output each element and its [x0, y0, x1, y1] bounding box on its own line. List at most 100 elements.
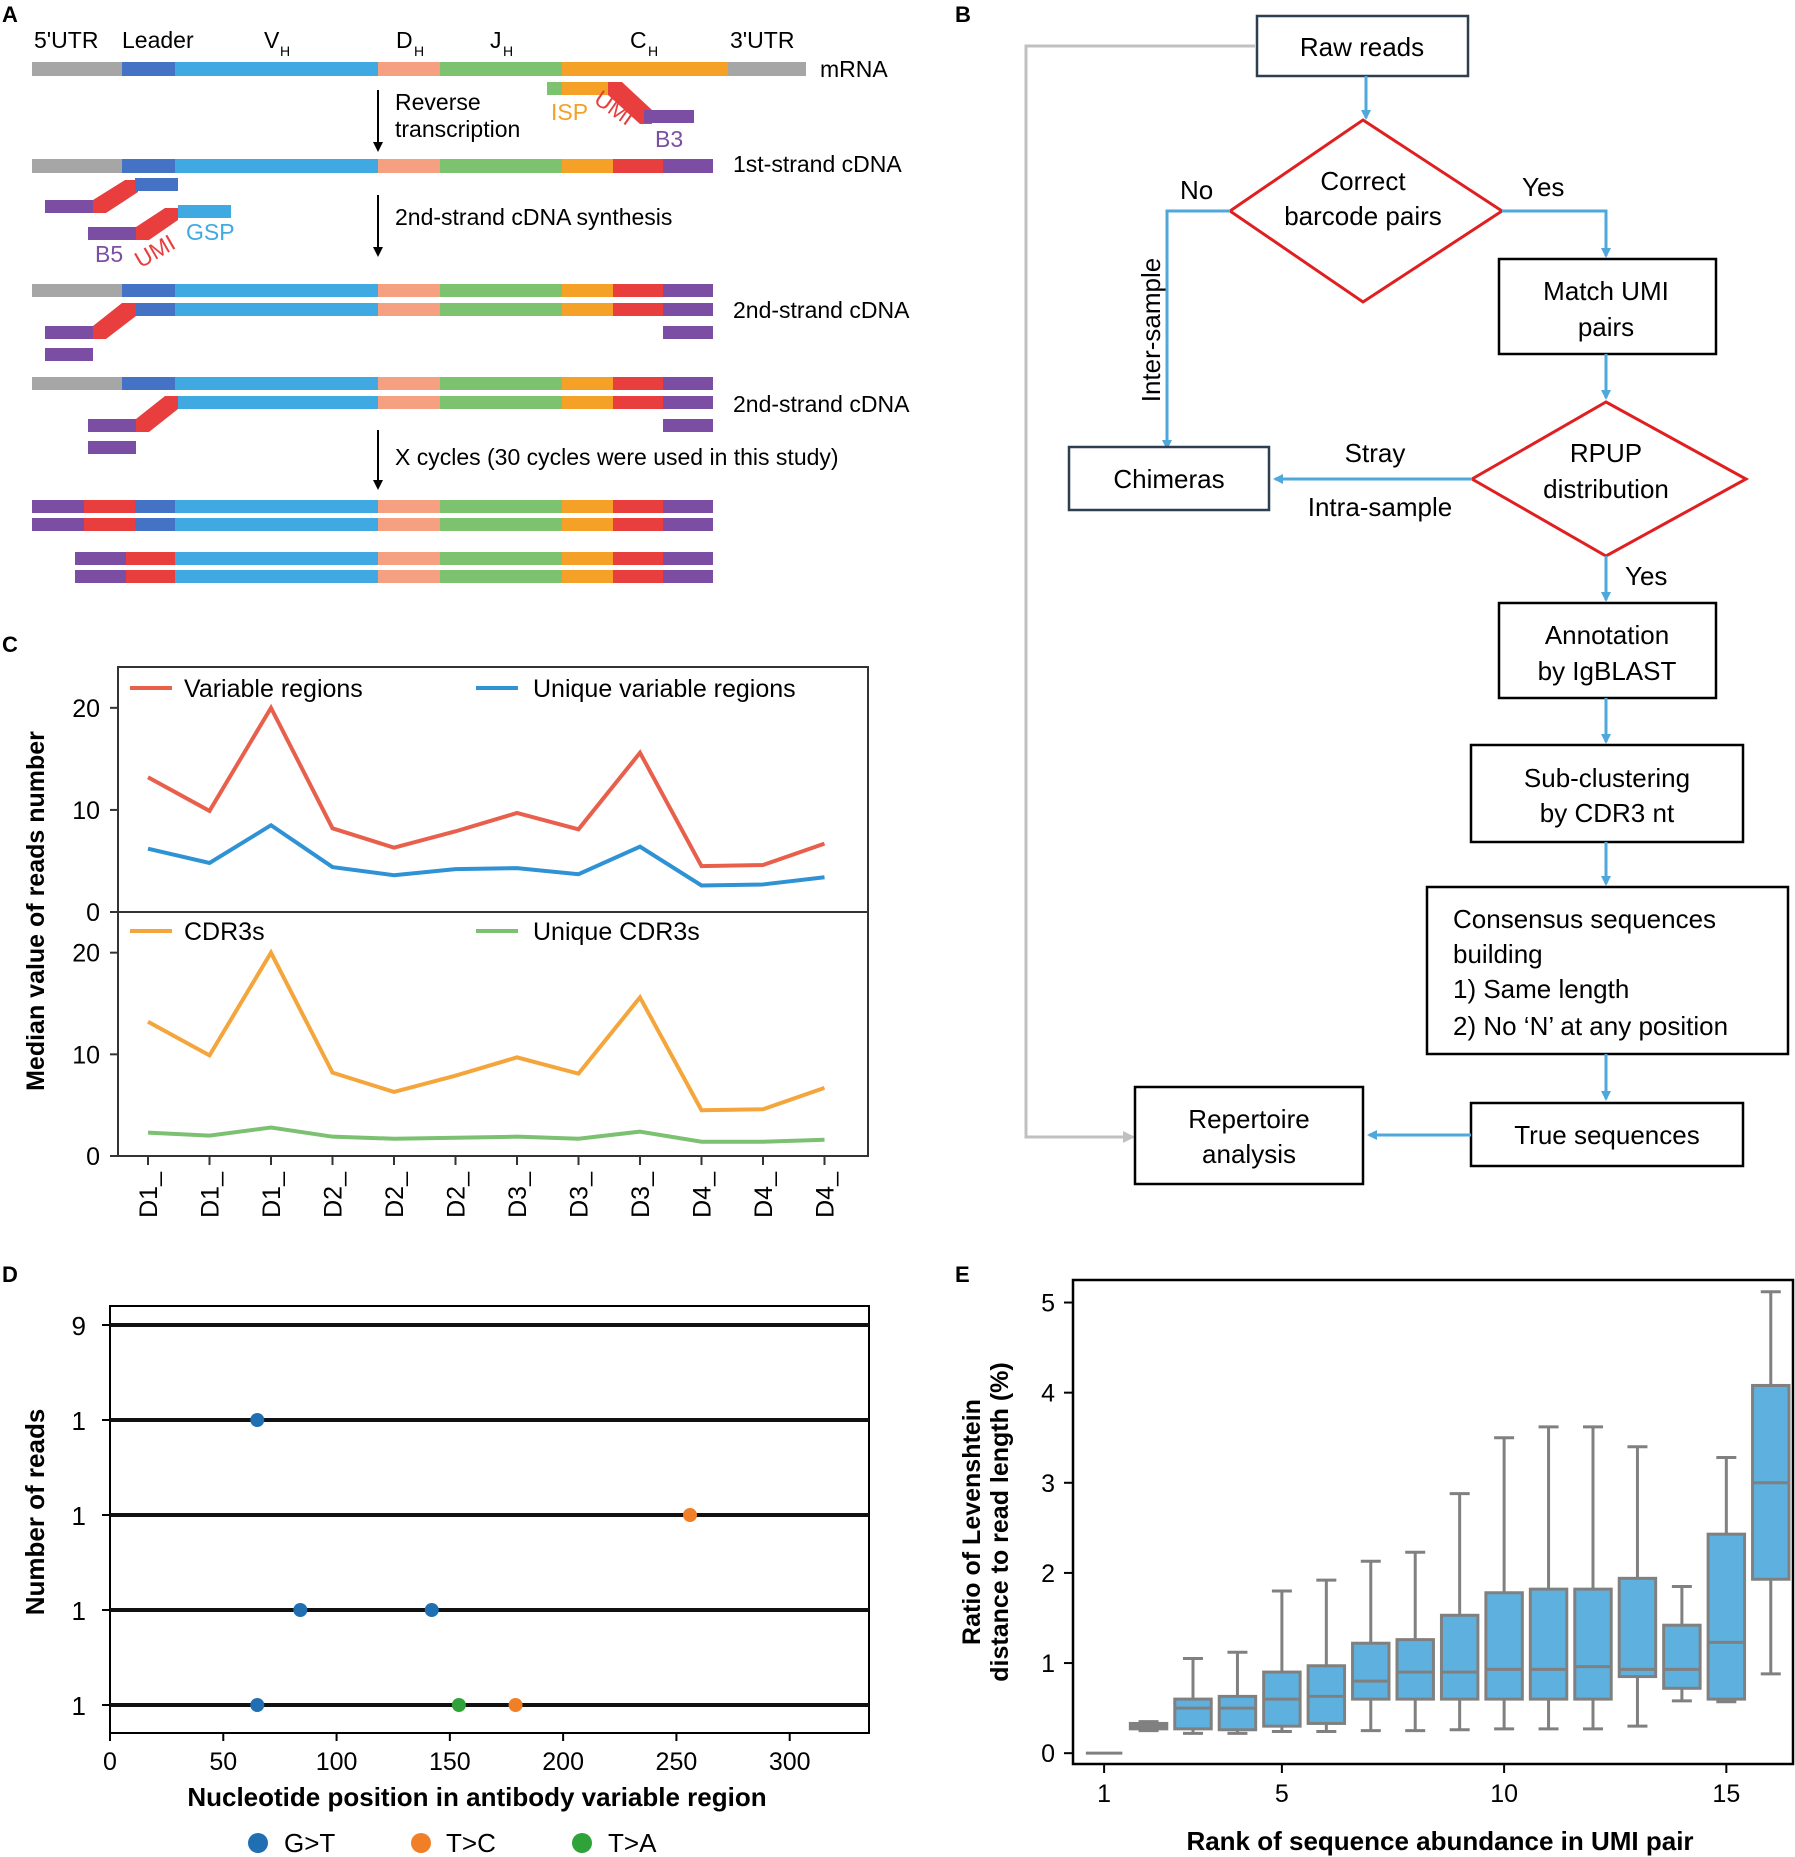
node-sub-label-2: by CDR3 nt — [1540, 798, 1675, 828]
e-box-rank-5 — [1262, 1589, 1302, 1734]
label-second-strand-1: 2nd-strand cDNA — [733, 297, 910, 323]
c-xtick-label: D4_ — [812, 1171, 840, 1218]
node-raw-reads-label: Raw reads — [1300, 32, 1424, 62]
d-mutation-point — [293, 1603, 308, 1617]
d-mutation-point — [451, 1698, 466, 1712]
arrow-no-to-chimeras — [1162, 209, 1230, 450]
d-mutation-point — [250, 1698, 265, 1712]
c-ytick-label: 10 — [72, 1041, 100, 1069]
e-box-rank-7 — [1351, 1559, 1391, 1733]
panel-e-box-plot: Ratio of Levenshtein distance to read le… — [958, 1278, 1795, 1856]
e-box — [1573, 1587, 1613, 1701]
node-repertoire — [1133, 1085, 1365, 1186]
amplified-products — [32, 500, 713, 583]
node-match-label-2: pairs — [1578, 312, 1634, 342]
chart-c-lines — [147, 703, 826, 1144]
node-annotation-label-1: Annotation — [1545, 620, 1669, 650]
legend-d-tc-label: T>C — [446, 1828, 496, 1857]
label-b3: B3 — [655, 126, 683, 152]
label-b5: B5 — [95, 241, 123, 267]
panel-label-b: B — [955, 2, 971, 27]
c-ytick-label: 0 — [86, 899, 100, 927]
e-box — [1439, 1613, 1480, 1701]
c-xtick-label: D4_ — [689, 1171, 717, 1218]
chart-d-frame — [109, 1305, 870, 1734]
label-3utr: 3'UTR — [730, 27, 794, 53]
d-row-label: 1 — [72, 1691, 86, 1721]
e-ytick-label: 0 — [1041, 1740, 1055, 1768]
node-chimeras — [1067, 445, 1271, 512]
e-box-rank-15 — [1706, 1456, 1747, 1704]
legend-c-unique-variable-label: Unique variable regions — [533, 675, 796, 703]
e-box-rank-12 — [1573, 1425, 1613, 1731]
c-ytick-label: 10 — [72, 797, 100, 825]
e-box-rank-4 — [1217, 1650, 1258, 1735]
node-consensus-label-3: 1) Same length — [1453, 974, 1629, 1004]
e-ytick-label: 2 — [1041, 1560, 1055, 1588]
second-strand-b — [32, 377, 713, 454]
c-series-line — [147, 948, 826, 1113]
c-series-line — [147, 1125, 825, 1144]
label-isp: ISP — [551, 99, 588, 125]
chart-c-ticks: 0 10 20 0 10 20 D1_ D1_ D1_ D2_ D2_ D2_ D3_ D3_ D3_ D4_… — [72, 695, 839, 1218]
panel-c-line-chart: Median value of reads number 0 10 20 0 10 20 D… — [22, 666, 869, 1218]
legend-c-unique-cdr3-label: Unique CDR3s — [533, 918, 700, 946]
c-xtick-label: D2_ — [443, 1171, 471, 1218]
d-mutation-point — [683, 1508, 698, 1522]
node-consensus-label-2: building — [1453, 939, 1543, 969]
panel-label-c: C — [2, 632, 18, 657]
e-box-rank-13 — [1617, 1445, 1658, 1728]
d-xtick-label: 250 — [656, 1748, 698, 1776]
label-pcr: X cycles (30 cycles were used in this st… — [395, 444, 839, 470]
panel-label-e: E — [955, 1262, 970, 1287]
node-correct-barcode — [1227, 118, 1505, 304]
edge-inter-sample: Inter-sample — [1136, 258, 1166, 403]
d-xtick-label: 0 — [103, 1748, 117, 1776]
panel-label-a: A — [2, 2, 18, 27]
d-mutation-point — [424, 1603, 439, 1617]
label-jh: J — [490, 27, 502, 53]
e-box — [1528, 1587, 1569, 1701]
panel-b-flowchart: Raw reads Correct barcode pairs No Inter… — [1024, 14, 1790, 1186]
node-rpup-label-1: RPUP — [1570, 438, 1642, 468]
node-rpup-label-2: distribution — [1543, 474, 1669, 504]
c-xtick-label: D3_ — [504, 1171, 532, 1218]
e-ytick-label: 3 — [1041, 1470, 1055, 1498]
chart-d-points — [250, 1413, 698, 1712]
chart-d-xlabel: Nucleotide position in antibody variable… — [187, 1782, 766, 1812]
e-box — [1617, 1576, 1658, 1679]
c-xtick-label: D1_ — [258, 1171, 286, 1218]
c-series-line — [147, 703, 826, 869]
d-xtick-label: 150 — [429, 1748, 471, 1776]
e-box — [1484, 1591, 1524, 1701]
c-xtick-label: D1_ — [197, 1171, 225, 1218]
mrna-bar — [32, 62, 806, 76]
e-xtick-label: 1 — [1097, 1780, 1111, 1808]
e-box — [1173, 1697, 1213, 1731]
e-box — [1662, 1623, 1702, 1690]
e-ytick-label: 4 — [1041, 1380, 1055, 1408]
e-box-rank-2 — [1128, 1720, 1169, 1733]
e-box-rank-16 — [1751, 1290, 1791, 1676]
e-xtick-label: 10 — [1490, 1780, 1518, 1808]
edge-stray: Stray — [1345, 438, 1406, 468]
legend-d-tc-marker — [411, 1833, 431, 1853]
legend-c-variable-label: Variable regions — [184, 675, 363, 703]
label-rt-2: transcription — [395, 116, 520, 142]
label-leader: Leader — [122, 27, 194, 53]
label-gsp: GSP — [186, 219, 235, 245]
chart-e-boxes — [1085, 1290, 1791, 1755]
legend-c-cdr3-label: CDR3s — [184, 918, 265, 946]
label-5utr: 5'UTR — [34, 27, 98, 53]
node-consensus-label-4: 2) No ‘N’ at any position — [1453, 1011, 1728, 1041]
d-row-label: 1 — [72, 1406, 86, 1436]
node-repertoire-label-2: analysis — [1202, 1139, 1296, 1169]
chart-e-frame — [1071, 1278, 1795, 1766]
node-match-label-1: Match UMI — [1543, 276, 1669, 306]
legend-d-ta-marker — [572, 1833, 592, 1853]
node-chimeras-label: Chimeras — [1113, 464, 1224, 494]
label-ch-sub: H — [648, 43, 658, 59]
label-synthesis: 2nd-strand cDNA synthesis — [395, 204, 672, 230]
